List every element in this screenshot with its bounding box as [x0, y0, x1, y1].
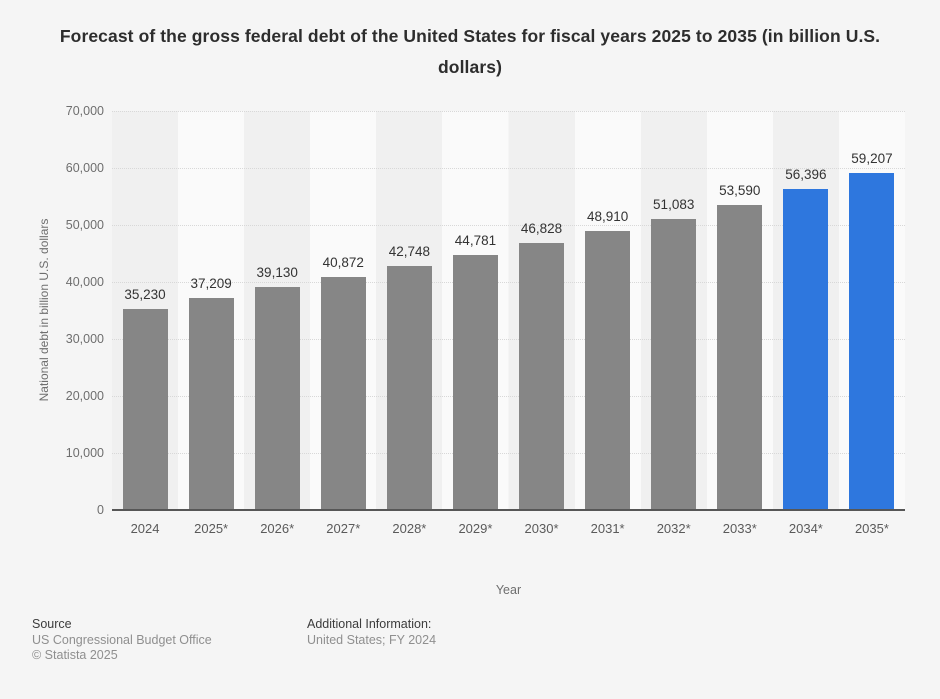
y-tick-label: 50,000 — [65, 218, 104, 232]
bar-2030[interactable] — [519, 243, 565, 510]
gridline — [112, 396, 905, 397]
y-tick-label: 70,000 — [65, 104, 104, 118]
bar-2032[interactable] — [651, 218, 697, 510]
gridline — [112, 282, 905, 283]
gridline — [112, 111, 905, 112]
x-axis-labels: 2024 2025* 2026* 2027* 2028* 2029* 2030* 2031* 2… — [112, 521, 905, 541]
bar-value-label: 51,083 — [653, 196, 695, 212]
bar-value-label: 46,828 — [520, 221, 563, 237]
bar-2026[interactable] — [254, 286, 300, 510]
y-tick-label: 30,000 — [65, 332, 104, 346]
y-axis-ticks: 0 10,000 20,000 30,000 40,000 50,000 60,000 70,… — [0, 104, 104, 517]
footer-source-block: Source US Congressional Budget Office © … — [32, 617, 212, 662]
statista-copyright: © Statista 2025 — [32, 647, 118, 662]
source-name: US Congressional Budget Office — [32, 633, 212, 647]
x-tick-label-2031: 2031* — [590, 521, 625, 536]
bar-value-label: 56,396 — [785, 166, 827, 182]
x-tick-label-2030: 2030* — [524, 521, 559, 536]
bar-value-label: 42,748 — [388, 244, 431, 260]
bar-value-label: 48,910 — [586, 209, 629, 225]
bar-value-label: 37,209 — [190, 275, 232, 291]
footer-additional-block: Additional Information: United States; F… — [307, 617, 436, 648]
x-tick-label-2034: 2034* — [788, 521, 823, 536]
bar-2025[interactable] — [188, 297, 234, 510]
source-label: Source — [32, 617, 72, 631]
bar-2035[interactable] — [849, 172, 895, 510]
y-tick-label: 20,000 — [65, 389, 104, 403]
x-tick-label-2026: 2026* — [260, 521, 295, 536]
gridline — [112, 339, 905, 340]
x-tick-label-2027: 2027* — [326, 521, 361, 536]
y-tick-label: 0 — [97, 503, 104, 517]
additional-information-value: United States; FY 2024 — [307, 633, 437, 647]
gridline — [112, 168, 905, 169]
bar-value-label: 39,130 — [256, 264, 298, 280]
x-tick-label-2035: 2035* — [854, 521, 889, 536]
plot-area: 35,230 37,209 39,130 40,872 42,748 44,781 46,8… — [112, 111, 905, 510]
bar-2029[interactable] — [452, 254, 498, 510]
gridline — [112, 225, 905, 226]
bar-value-label: 40,872 — [322, 255, 364, 271]
x-tick-label-2028: 2028* — [392, 521, 427, 536]
additional-information-label: Additional Information: — [307, 617, 432, 631]
x-tick-label-2029: 2029* — [458, 521, 493, 536]
x-tick-label-2024: 2024 — [130, 521, 160, 536]
bar-2028[interactable] — [386, 266, 432, 510]
y-tick-label: 10,000 — [65, 446, 104, 460]
bar-2033[interactable] — [717, 204, 763, 510]
bar-2034[interactable] — [783, 188, 829, 510]
bar-value-label: 35,230 — [124, 287, 166, 303]
bar-2027[interactable] — [320, 277, 366, 510]
x-tick-label-2033: 2033* — [722, 521, 757, 536]
x-tick-label-2025: 2025* — [194, 521, 229, 536]
chart-title: Forecast of the gross federal debt of th… — [59, 26, 881, 77]
bar-value-label: 59,207 — [851, 150, 893, 166]
y-tick-label: 40,000 — [65, 275, 104, 289]
y-tick-label: 60,000 — [65, 161, 104, 175]
bar-value-label: 44,781 — [454, 232, 497, 248]
x-axis-title: Year — [495, 583, 522, 597]
bar-2024[interactable] — [122, 309, 168, 510]
x-tick-label-2032: 2032* — [656, 521, 691, 536]
x-axis-line — [112, 509, 905, 511]
bar-value-label: 53,590 — [719, 182, 761, 198]
gridline — [112, 453, 905, 454]
bar-2031[interactable] — [585, 231, 631, 510]
